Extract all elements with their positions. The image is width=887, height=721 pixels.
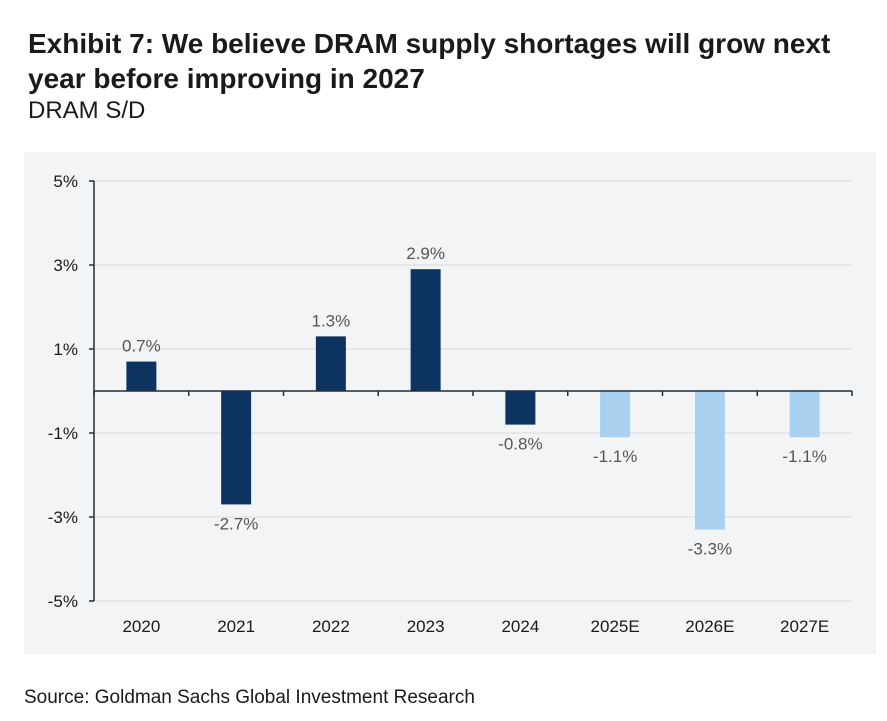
bar [694, 391, 725, 530]
x-tick-label: 2027E [780, 617, 829, 636]
y-tick-label: 5% [53, 172, 78, 191]
data-label: -3.3% [688, 540, 732, 559]
x-tick-label: 2025E [591, 617, 640, 636]
data-label: 2.9% [406, 244, 445, 263]
chart-title: Exhibit 7: We believe DRAM supply shorta… [28, 28, 831, 94]
bar [789, 391, 820, 438]
x-tick-label: 2020 [122, 617, 160, 636]
chart-subtitle: DRAM S/D [28, 97, 146, 124]
bar [505, 391, 536, 425]
bar [315, 336, 346, 391]
data-label: -0.8% [498, 435, 542, 454]
source-note: Source: Goldman Sachs Global Investment … [24, 687, 475, 708]
y-tick-label: 1% [53, 340, 78, 359]
x-tick-label: 2021 [217, 617, 255, 636]
bar [126, 361, 157, 391]
y-tick-label: -5% [48, 592, 78, 611]
data-label: -1.1% [593, 447, 637, 466]
data-label: -1.1% [782, 447, 826, 466]
x-tick-label: 2023 [407, 617, 445, 636]
bar [600, 391, 631, 438]
y-tick-label: 3% [53, 256, 78, 275]
data-label: 0.7% [122, 337, 161, 356]
x-tick-label: 2024 [501, 617, 539, 636]
bar [221, 391, 252, 505]
x-tick-label: 2026E [685, 617, 734, 636]
data-label: 1.3% [312, 311, 351, 330]
bar-chart: 5% 3% 1% -1% -3% -5% 0.7% 2020 -2.7% 2021 1.3% 2022… [48, 172, 853, 636]
data-label: -2.7% [214, 514, 258, 533]
y-tick-label: -3% [48, 508, 78, 527]
x-tick-label: 2022 [312, 617, 350, 636]
chart-area: 5% 3% 1% -1% -3% -5% 0.7% 2020 -2.7% 2021 1.3% 2022… [24, 152, 876, 654]
y-tick-label: -1% [48, 424, 78, 443]
bar [410, 269, 441, 391]
